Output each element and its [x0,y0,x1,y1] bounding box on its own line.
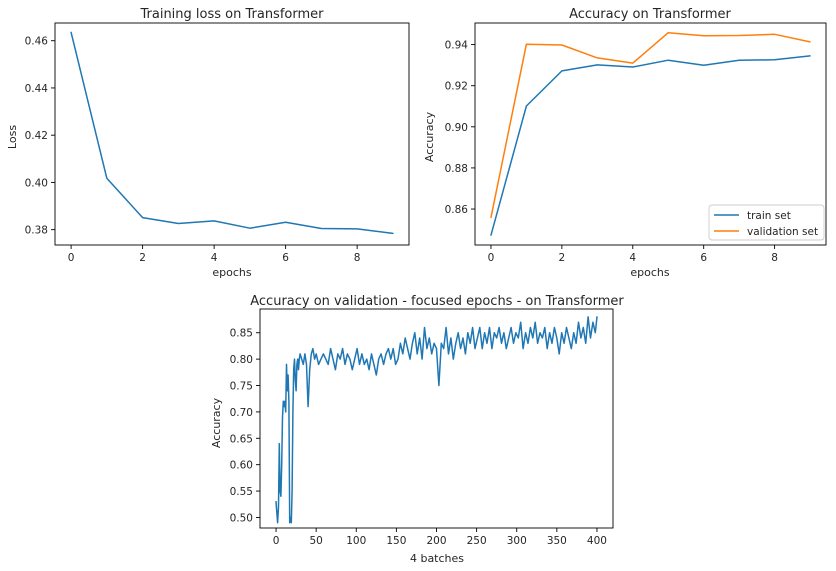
y-tick-label: 0.50 [230,512,253,524]
series-line-validation-set [490,31,811,219]
x-axis-label: 4 batches [410,552,464,565]
series-line-train-set [490,55,811,236]
x-tick-label: 0 [68,252,75,264]
y-tick-label: 0.70 [230,407,253,419]
x-tick-label: 400 [587,535,607,547]
x-tick-label: 150 [386,535,406,547]
series-line-0 [70,31,394,235]
x-tick-label: 0 [488,252,495,264]
x-tick-label: 2 [559,252,566,264]
axes-frame [54,22,410,246]
x-tick-label: 6 [700,252,707,264]
y-tick-label: 0.40 [25,177,48,189]
y-tick-label: 0.44 [25,83,49,95]
y-tick-label: 0.92 [445,81,468,93]
legend-label-validation: validation set [747,226,818,238]
training-loss-chart: Training loss on Transformer epochs Loss… [6,7,410,279]
x-tick-label: 250 [467,535,487,547]
x-tick-label: 6 [282,252,289,264]
y-axis-label: Loss [6,125,19,149]
x-tick-label: 200 [426,535,446,547]
y-tick-label: 0.90 [445,122,468,134]
legend: train set validation set [708,204,825,241]
y-tick-label: 0.55 [230,486,253,498]
y-tick-label: 0.38 [25,225,48,237]
legend-label-train: train set [747,210,791,222]
y-axis-label: Accuracy [210,397,223,448]
x-tick-label: 8 [354,252,361,264]
x-axis-label: epochs [212,266,251,279]
y-tick-label: 0.65 [230,433,253,445]
y-tick-label: 0.60 [230,460,253,472]
y-tick-label: 0.94 [445,40,469,52]
x-tick-label: 300 [507,535,527,547]
x-tick-label: 4 [211,252,218,264]
x-axis-label: epochs [630,266,669,279]
y-tick-label: 0.46 [25,36,49,48]
x-tick-label: 100 [346,535,366,547]
x-tick-label: 0 [273,535,280,547]
y-tick-label: 0.75 [230,381,253,393]
y-tick-label: 0.80 [230,354,253,366]
y-tick-label: 0.86 [445,204,469,216]
chart-title: Accuracy on Transformer [569,7,731,22]
y-tick-label: 0.42 [25,130,48,142]
axes-frame [474,22,827,246]
x-tick-label: 2 [139,252,146,264]
accuracy-chart: Accuracy on Transformer epochs Accuracy … [423,7,827,279]
x-tick-label: 350 [547,535,567,547]
x-tick-label: 4 [629,252,636,264]
x-tick-label: 50 [309,535,322,547]
focused-validation-accuracy-chart: Accuracy on validation - focused epochs … [210,294,624,565]
y-tick-label: 0.85 [230,328,253,340]
series-line [275,316,598,524]
y-axis-label: Accuracy [423,111,436,162]
chart-title: Accuracy on validation - focused epochs … [250,294,624,309]
x-tick-label: 8 [771,252,778,264]
chart-title: Training loss on Transformer [139,7,324,22]
y-tick-label: 0.88 [445,163,468,175]
